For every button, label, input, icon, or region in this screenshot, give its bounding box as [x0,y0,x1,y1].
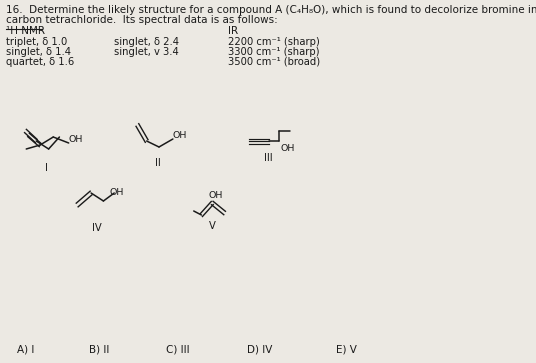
Text: quartet, δ 1.6: quartet, δ 1.6 [6,57,75,67]
Text: V: V [209,221,215,231]
Text: E) V: E) V [336,345,356,355]
Text: OH: OH [69,135,83,144]
Text: OH: OH [281,144,295,153]
Text: D) IV: D) IV [247,345,272,355]
Text: ¹H NMR: ¹H NMR [6,26,45,36]
Text: B) II: B) II [89,345,109,355]
Text: OH: OH [109,188,124,197]
Text: IV: IV [92,223,101,233]
Text: I: I [45,163,48,173]
Text: OH: OH [173,131,187,140]
Text: 16.  Determine the likely structure for a compound A (C₄H₈O), which is found to : 16. Determine the likely structure for a… [6,5,536,15]
Text: A) I: A) I [17,345,34,355]
Text: C) III: C) III [166,345,190,355]
Text: III: III [264,153,273,163]
Text: OH: OH [209,191,223,200]
Text: carbon tetrachloride.  Its spectral data is as follows:: carbon tetrachloride. Its spectral data … [6,15,278,25]
Text: 3500 cm⁻¹ (broad): 3500 cm⁻¹ (broad) [228,57,320,67]
Text: triplet, δ 1.0: triplet, δ 1.0 [6,37,68,47]
Text: singlet, v 3.4: singlet, v 3.4 [114,47,179,57]
Text: II: II [155,158,161,168]
Text: 3300 cm⁻¹ (sharp): 3300 cm⁻¹ (sharp) [228,47,319,57]
Text: IR: IR [228,26,238,36]
Text: singlet, δ 1.4: singlet, δ 1.4 [6,47,71,57]
Text: 2200 cm⁻¹ (sharp): 2200 cm⁻¹ (sharp) [228,37,319,47]
Text: singlet, δ 2.4: singlet, δ 2.4 [114,37,179,47]
